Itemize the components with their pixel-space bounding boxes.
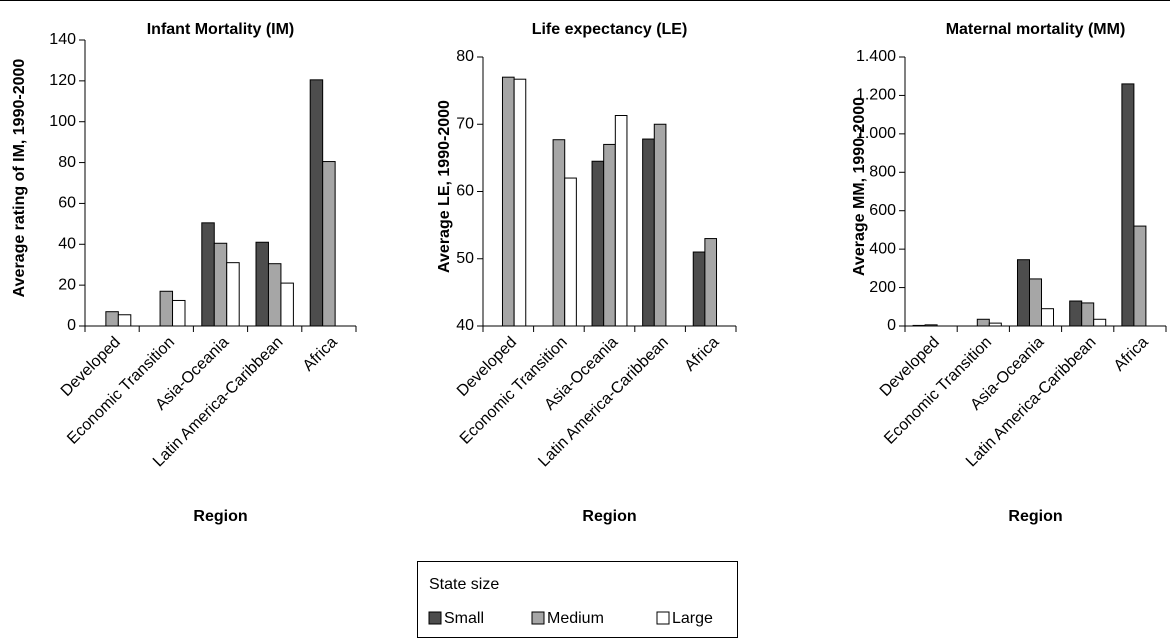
- x-tick-label: Africa: [1111, 334, 1152, 375]
- bar: [1133, 225, 1147, 327]
- y-axis-label: Average rating of IM, 1990-2000: [11, 59, 28, 298]
- bar-series: [105, 161, 336, 327]
- bar: [1069, 300, 1083, 327]
- y-tick-label: 1.000: [856, 125, 896, 142]
- bar: [201, 222, 215, 327]
- y-tick-label: 80: [456, 48, 474, 65]
- bar: [591, 160, 605, 327]
- chart-title: Life expectancy (LE): [532, 21, 688, 38]
- y-tick-label: 40: [58, 236, 76, 253]
- bar: [1041, 308, 1055, 327]
- bar-series: [912, 83, 1135, 327]
- y-tick-label: 800: [869, 164, 896, 181]
- legend-swatch: [428, 611, 442, 625]
- y-tick-label: 40: [456, 317, 474, 334]
- bar: [172, 299, 186, 327]
- legend-swatch: [656, 611, 670, 625]
- bar: [603, 143, 616, 327]
- bar: [159, 290, 174, 327]
- x-tick-label: Africa: [300, 334, 341, 375]
- y-tick-label: 100: [49, 113, 76, 130]
- bar: [1016, 259, 1030, 327]
- legend-label: Large: [672, 610, 713, 627]
- bar: [614, 115, 628, 327]
- bar: [1121, 83, 1135, 327]
- chart-title: Infant Mortality (IM): [147, 21, 295, 38]
- y-tick-label: 0: [67, 317, 76, 334]
- bar: [653, 123, 667, 327]
- bar: [976, 318, 990, 327]
- x-axis-label: Region: [1008, 508, 1062, 525]
- bar-series: [117, 262, 294, 327]
- bar: [513, 78, 527, 327]
- bar: [1093, 318, 1107, 327]
- bar: [213, 242, 228, 327]
- legend-title: State size: [429, 576, 499, 593]
- bar: [267, 263, 282, 327]
- y-tick-label: 140: [49, 31, 76, 48]
- bar: [105, 311, 119, 327]
- y-tick-label: 60: [456, 183, 474, 200]
- y-tick-label: 20: [58, 276, 76, 293]
- y-tick-label: 400: [869, 240, 896, 257]
- bar: [1081, 302, 1095, 327]
- y-tick-label: 200: [869, 279, 896, 296]
- bar: [309, 79, 324, 327]
- y-tick-label: 1.200: [856, 87, 896, 104]
- x-tick-label: Africa: [682, 334, 723, 375]
- y-tick-label: 60: [58, 195, 76, 212]
- bar: [1028, 278, 1043, 327]
- bar: [255, 241, 269, 327]
- y-tick-label: 0: [887, 317, 896, 334]
- x-axis-label: Region: [582, 508, 636, 525]
- legend-label: Medium: [547, 610, 604, 627]
- y-axis-label: Average MM, 1990-2000: [851, 97, 868, 276]
- bar: [226, 262, 240, 327]
- x-axis-label: Region: [193, 508, 247, 525]
- bar: [552, 139, 566, 327]
- bar: [501, 76, 515, 327]
- bar: [564, 177, 577, 327]
- bar: [692, 251, 706, 327]
- bar-series: [501, 76, 718, 327]
- legend-swatch: [531, 611, 545, 625]
- chart-title: Maternal mortality (MM): [946, 21, 1126, 38]
- bar: [117, 314, 132, 327]
- y-tick-label: 80: [58, 154, 76, 171]
- y-tick-label: 600: [869, 202, 896, 219]
- y-tick-label: 50: [456, 250, 474, 267]
- legend-box: [417, 561, 738, 638]
- legend-label: Small: [444, 610, 484, 627]
- bar: [280, 282, 294, 327]
- x-tick-label: Economic Transition: [64, 334, 178, 448]
- bar-series: [924, 225, 1147, 327]
- y-tick-label: 120: [49, 72, 76, 89]
- y-tick-label: 70: [456, 115, 474, 132]
- bar: [704, 238, 718, 327]
- bar: [642, 138, 655, 327]
- bar: [322, 161, 336, 327]
- y-axis-label: Average LE, 1990-2000: [436, 100, 453, 273]
- y-tick-label: 1.400: [856, 48, 896, 65]
